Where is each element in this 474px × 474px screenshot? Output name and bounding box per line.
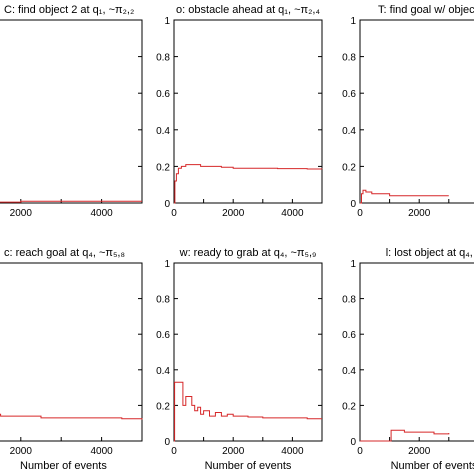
x-tick-label: 2000 <box>10 208 33 219</box>
y-tick-label: 0.8 <box>342 295 356 306</box>
x-tick-label: 2000 <box>408 208 431 219</box>
series-line-1 <box>0 413 143 420</box>
y-tick-label: 1 <box>350 259 356 270</box>
chart-title: o: obstacle ahead at q₁, ~π₂,₄ <box>176 4 320 16</box>
x-tick-label: 2000 <box>10 446 33 457</box>
chart-panel-4: c: reach goal at q₄, ~π₅,₈ 2000 4000 Number… <box>0 247 143 472</box>
y-tick-label: 0.2 <box>342 401 356 412</box>
plot-frame <box>0 19 143 204</box>
chart-panel-2: o: obstacle ahead at q₁, ~π₂,₄ 0 0.2 0.4 0.6… <box>156 4 323 219</box>
y-tick-label: 0.4 <box>342 366 356 377</box>
plot-frame <box>359 19 474 204</box>
chart-title: T: find goal w/ object at <box>378 4 474 16</box>
y-tick-label: 0.4 <box>156 366 170 377</box>
chart-panel-5: w: ready to grab at q₄, ~π₅,₉ 0 0.2 0.4 0.6 0… <box>156 247 323 472</box>
plot-frame <box>173 262 323 442</box>
x-tick-label: 2000 <box>408 446 431 457</box>
y-tick-label: 0 <box>350 437 356 448</box>
chart-title: l: lost object at q₄, ~ <box>386 247 474 259</box>
series-line-1 <box>0 200 142 203</box>
x-tick-label: 0 <box>171 208 177 219</box>
y-tick-label: 0.2 <box>156 401 170 412</box>
x-tick-label: 2000 <box>222 446 245 457</box>
series-line-1 <box>360 189 449 204</box>
series-line-1 <box>360 429 450 442</box>
plot-frame <box>173 19 323 204</box>
chart-panel-6: l: lost object at q₄, ~ 0 0.2 0.4 0.6 0.8 1 0 20… <box>342 247 474 472</box>
y-tick-label: 1 <box>350 16 356 27</box>
y-tick-label: 0.8 <box>342 53 356 64</box>
y-tick-label: 0 <box>164 199 170 210</box>
y-tick-label: 1 <box>164 259 170 270</box>
x-tick-label: 0 <box>357 208 363 219</box>
plot-frame <box>359 262 474 442</box>
chart-title: c: reach goal at q₄, ~π₅,₈ <box>4 247 125 259</box>
y-tick-label: 1 <box>164 16 170 27</box>
x-tick-label: 4000 <box>281 446 304 457</box>
y-tick-label: 0.6 <box>342 89 356 100</box>
x-tick-label: 2000 <box>222 208 245 219</box>
y-tick-label: 0.8 <box>156 53 170 64</box>
x-tick-label: 4000 <box>90 208 113 219</box>
chart-title: C: find object 2 at q₁, ~π₂,₂ <box>4 4 134 16</box>
x-tick-label: 0 <box>357 446 363 457</box>
y-tick-label: 0 <box>350 199 356 210</box>
x-tick-label: 4000 <box>90 446 113 457</box>
y-tick-label: 0.6 <box>156 330 170 341</box>
y-tick-label: 0 <box>164 437 170 448</box>
y-tick-label: 0.2 <box>156 162 170 173</box>
y-tick-label: 0.4 <box>342 126 356 137</box>
chart-panel-3: T: find goal w/ object at 0 0.2 0.4 0.6 0.8 1 0… <box>342 4 474 219</box>
plot-frame <box>0 262 143 442</box>
x-axis-label: Number of events <box>20 460 107 472</box>
y-tick-label: 0.2 <box>342 162 356 173</box>
chart-panel-1: C: find object 2 at q₁, ~π₂,₂0.20.40.60.… <box>0 4 143 219</box>
chart-title: w: ready to grab at q₄, ~π₅,₉ <box>179 247 317 259</box>
series-line-1 <box>174 381 322 442</box>
y-tick-label: 0.6 <box>156 89 170 100</box>
series-line-1 <box>174 164 323 204</box>
x-tick-label: 0 <box>171 446 177 457</box>
y-tick-label: 0.8 <box>156 295 170 306</box>
x-axis-label: Number of events <box>391 460 474 472</box>
x-tick-label: 4000 <box>281 208 304 219</box>
y-tick-label: 0.4 <box>156 126 170 137</box>
y-tick-label: 0.6 <box>342 330 356 341</box>
x-axis-label: Number of events <box>205 460 292 472</box>
